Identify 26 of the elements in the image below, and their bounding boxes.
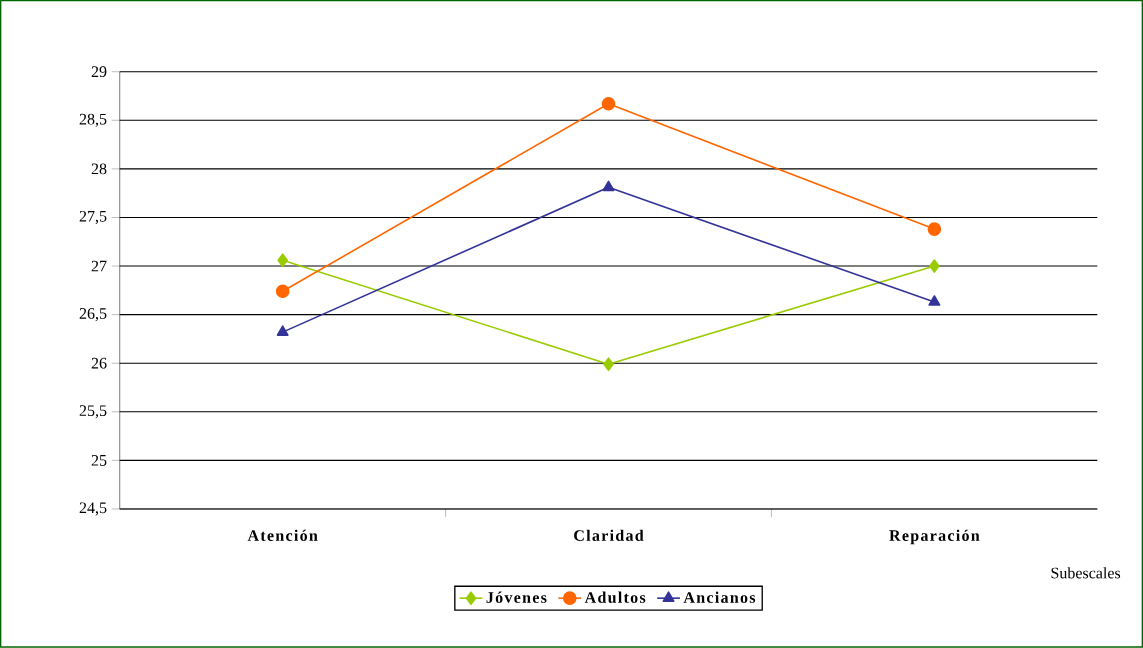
- point: [928, 295, 941, 306]
- legend-label: Jóvenes: [486, 591, 547, 603]
- y-tick-label: 24,5: [79, 502, 107, 516]
- y-tick-label: 26: [91, 357, 107, 369]
- legend-label: Ancianos: [683, 591, 756, 603]
- x-tick-label: Atención: [247, 529, 318, 542]
- point: [276, 325, 289, 337]
- y-tick-label: 25: [91, 455, 107, 466]
- x-tick-label: Reparación: [889, 529, 980, 545]
- y-tick-label: 28,5: [79, 113, 107, 127]
- point: [275, 284, 290, 299]
- point: [602, 180, 615, 192]
- y-tick-label: 26,5: [79, 308, 107, 322]
- point: [927, 222, 942, 237]
- legend-label: Adultos: [584, 591, 646, 604]
- y-tick-label: 27: [91, 260, 107, 272]
- point: [601, 97, 616, 111]
- y-tick-label: 28: [91, 163, 107, 175]
- point: [277, 253, 288, 268]
- point: [603, 357, 614, 372]
- x-tick-label: Claridad: [574, 529, 644, 542]
- x-axis-title: Subescales: [1051, 567, 1121, 579]
- y-tick-label: 27,5: [79, 211, 107, 225]
- y-tick-label: 25,5: [79, 405, 107, 419]
- point: [929, 259, 940, 273]
- y-tick-label: 29: [91, 66, 107, 78]
